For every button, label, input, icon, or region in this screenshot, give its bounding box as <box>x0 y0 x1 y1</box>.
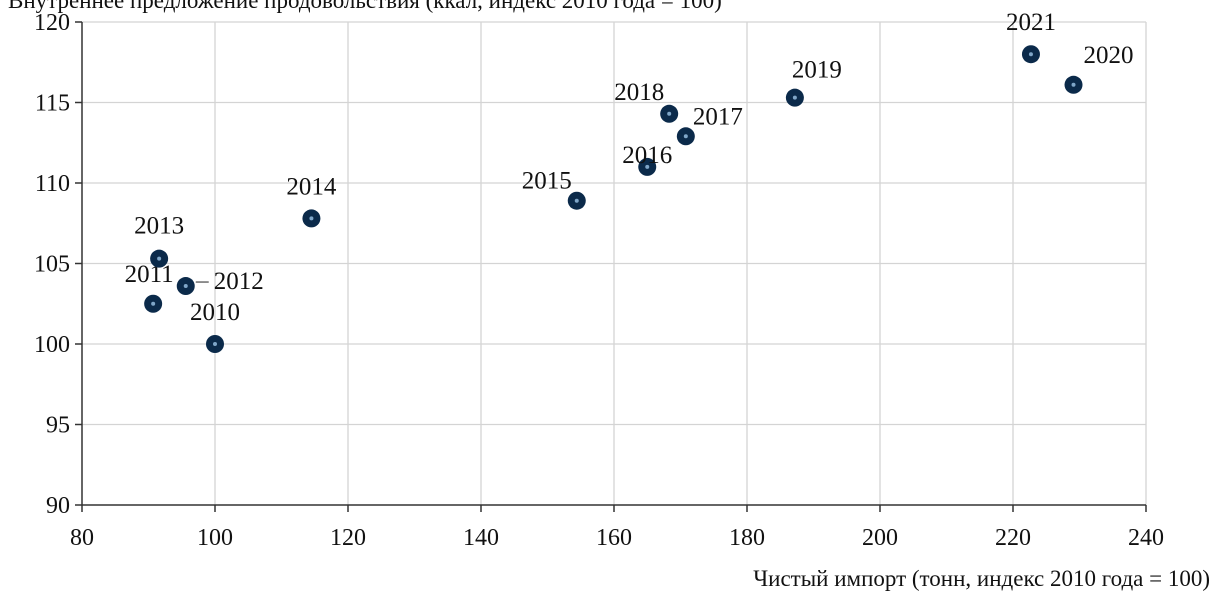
point-label-2010: 2010 <box>190 299 240 326</box>
x-tick-label: 80 <box>70 525 94 551</box>
x-tick-label: 140 <box>463 525 499 551</box>
data-point-center <box>645 164 650 169</box>
point-label-2015: 2015 <box>522 168 572 195</box>
data-point-center <box>683 134 688 139</box>
data-point-center <box>667 111 672 116</box>
point-label-2014: 2014 <box>286 173 337 200</box>
point-label-2011: 2011 <box>125 261 174 288</box>
x-tick-label: 220 <box>995 525 1031 551</box>
y-tick-label: 95 <box>46 413 70 439</box>
data-point-center <box>213 342 217 346</box>
data-point-center <box>183 284 188 289</box>
y-tick-label: 105 <box>34 252 70 278</box>
point-label-2018: 2018 <box>614 79 664 106</box>
point-label-2021: 2021 <box>1006 9 1056 36</box>
x-axis-title: Чистый импорт (тонн, индекс 2010 года = … <box>753 566 1210 591</box>
point-label-2016: 2016 <box>622 142 672 169</box>
y-tick-label: 115 <box>35 91 70 117</box>
data-point-center <box>792 95 797 100</box>
y-axis-title: Внутреннее предложение продовольствия (к… <box>8 0 722 13</box>
x-tick-label: 240 <box>1128 525 1164 551</box>
point-label-2013: 2013 <box>134 213 184 240</box>
x-tick-label: 180 <box>729 525 765 551</box>
point-label-2019: 2019 <box>792 57 842 84</box>
data-point-center <box>157 256 162 261</box>
x-tick-label: 160 <box>596 525 632 551</box>
y-tick-label: 100 <box>34 332 70 358</box>
x-tick-label: 200 <box>862 525 898 551</box>
data-point-center <box>151 301 156 306</box>
data-point-center <box>1071 82 1076 87</box>
x-tick-label: 120 <box>330 525 366 551</box>
data-point-center <box>309 216 314 221</box>
y-tick-label: 120 <box>34 10 70 36</box>
point-label-2017: 2017 <box>693 103 743 130</box>
y-tick-label: 90 <box>46 493 70 519</box>
x-tick-label: 100 <box>197 525 233 551</box>
data-point-center <box>1028 52 1033 57</box>
y-tick-label: 110 <box>35 171 70 197</box>
point-label-2012: 2012 <box>214 268 264 295</box>
point-label-2020: 2020 <box>1084 42 1134 69</box>
data-point-center <box>574 198 579 203</box>
